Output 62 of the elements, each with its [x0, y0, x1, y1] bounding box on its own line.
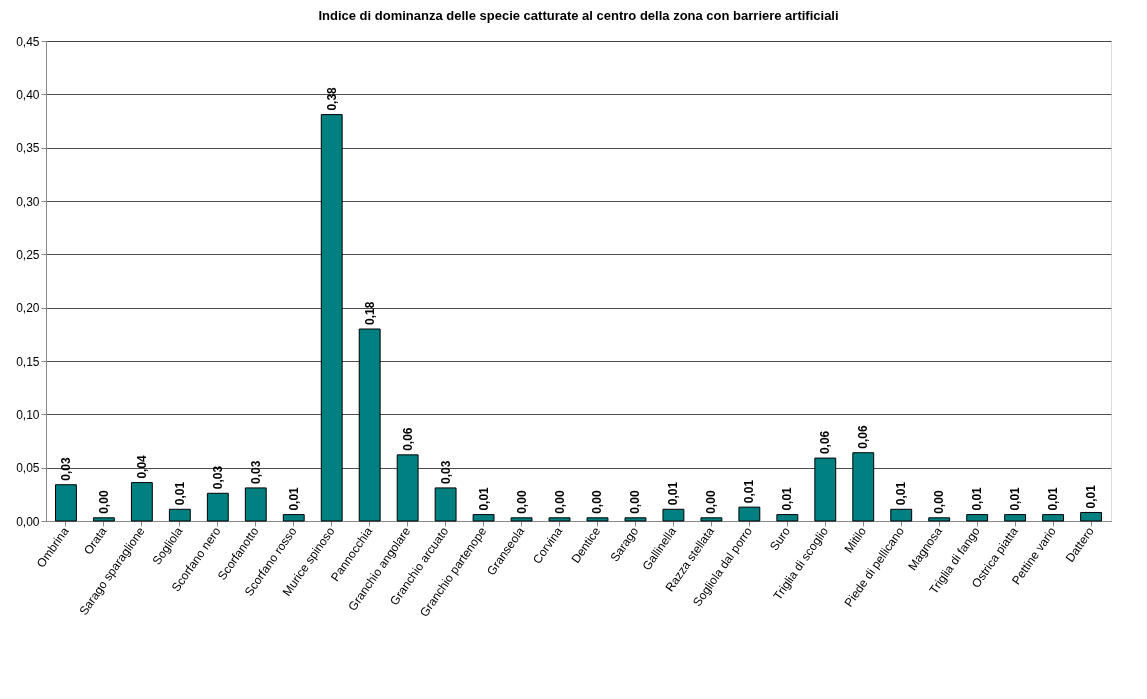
y-tick-label: 0,45: [16, 34, 40, 49]
data-label: 0,01: [476, 486, 491, 511]
data-label: 0,38: [324, 86, 339, 111]
bar: [1080, 511, 1103, 522]
y-tick-label: 0,00: [16, 514, 40, 529]
bar: [472, 514, 495, 522]
bar: [206, 492, 229, 522]
y-tick-label: 0,25: [16, 247, 40, 262]
bar: [928, 517, 951, 522]
data-label: 0,04: [134, 454, 149, 479]
data-label: 0,01: [172, 481, 187, 506]
data-label: 0,00: [552, 490, 567, 514]
bar: [662, 508, 685, 522]
bar: [92, 517, 115, 522]
data-label: 0,00: [932, 490, 947, 514]
bar: [282, 514, 305, 522]
data-label: 0,01: [780, 486, 795, 511]
data-label: 0,00: [590, 490, 605, 514]
bar: [966, 514, 989, 522]
data-label: 0,01: [666, 481, 681, 506]
data-label: 0,06: [400, 427, 415, 451]
data-label: 0,03: [58, 457, 73, 481]
data-label: 0,01: [286, 486, 301, 511]
data-label: 0,18: [362, 301, 377, 325]
bar: [700, 517, 723, 522]
data-label: 0,03: [210, 465, 225, 490]
y-tick-label: 0,30: [16, 194, 40, 209]
y-tick-label: 0,20: [16, 301, 40, 316]
bar: [586, 517, 609, 522]
y-tick-label: 0,35: [16, 141, 40, 156]
data-label: 0,00: [514, 490, 529, 514]
y-tick-label: 0,05: [16, 461, 40, 476]
data-label: 0,03: [438, 460, 453, 484]
data-label: 0,01: [1008, 486, 1023, 511]
bar: [130, 482, 153, 522]
data-label: 0,03: [248, 460, 263, 484]
y-tick-label: 0,10: [16, 407, 40, 422]
bar: [548, 517, 571, 522]
bar: [1004, 514, 1027, 522]
data-label: 0,06: [856, 425, 871, 449]
bar: [168, 508, 191, 522]
data-label: 0,01: [894, 481, 909, 506]
data-label: 0,01: [970, 486, 985, 511]
data-label: 0,06: [818, 430, 833, 455]
chart-title: Indice di dominanza delle specie catturate al centro della zona con barriere artificiali: [318, 8, 839, 23]
data-label: 0,01: [1084, 484, 1099, 509]
bar: [244, 487, 267, 522]
bar: [738, 506, 761, 522]
y-tick-label: 0,40: [16, 87, 40, 102]
bar: [1042, 514, 1065, 522]
bar: [776, 514, 799, 522]
bar: [510, 517, 533, 522]
data-label: 0,00: [96, 490, 111, 514]
data-label: 0,00: [628, 490, 643, 514]
data-label: 0,01: [1046, 486, 1061, 511]
data-label: 0,00: [704, 490, 719, 514]
y-tick-label: 0,15: [16, 354, 40, 369]
bar: [890, 508, 913, 522]
data-label: 0,01: [742, 479, 757, 504]
bar: [434, 487, 457, 522]
bar: [624, 517, 647, 522]
bar: [54, 484, 77, 522]
